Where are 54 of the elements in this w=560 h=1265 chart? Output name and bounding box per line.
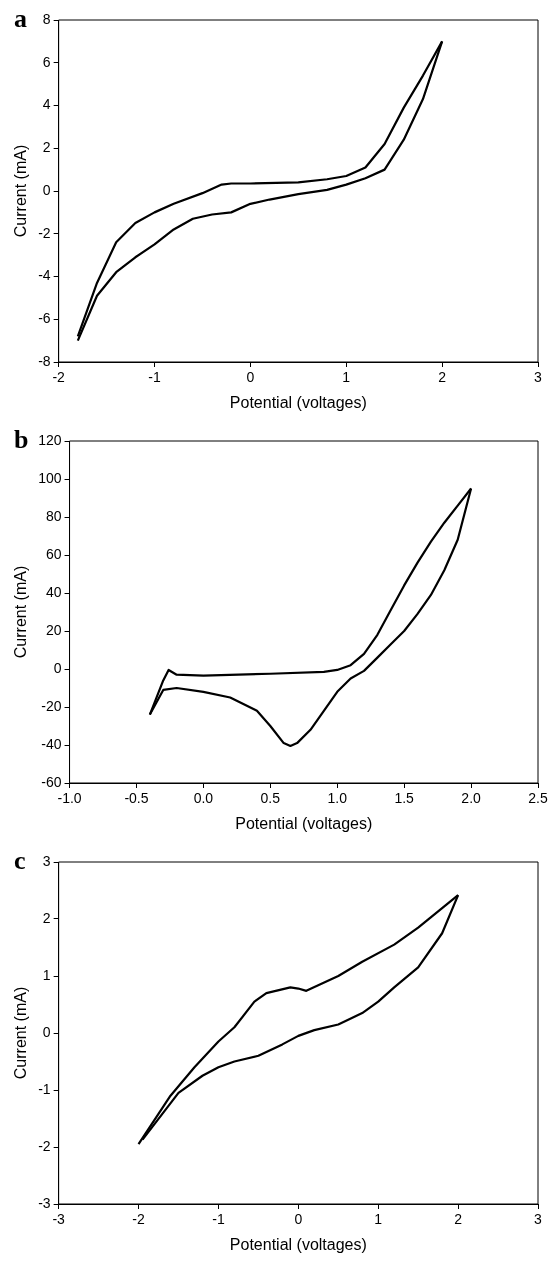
y-tick-label: -40 bbox=[41, 735, 62, 752]
y-tick-label: -3 bbox=[38, 1194, 51, 1211]
x-tick-label: 1 bbox=[342, 369, 351, 386]
x-axis-title: Potential (voltages) bbox=[235, 814, 373, 832]
y-tick-label: -1 bbox=[38, 1080, 51, 1097]
y-tick-label: -4 bbox=[38, 267, 51, 284]
x-axis-title: Potential (voltages) bbox=[229, 393, 367, 411]
y-tick-label: 0 bbox=[42, 181, 51, 198]
x-tick-label: -0.5 bbox=[124, 790, 149, 807]
y-axis-title: Current (mA) bbox=[12, 565, 30, 659]
x-tick-label: 2 bbox=[454, 1211, 463, 1228]
chart-title: a bbox=[14, 4, 27, 34]
y-tick-label: 0 bbox=[42, 1023, 51, 1040]
y-tick-label: 4 bbox=[42, 96, 51, 113]
x-tick-label: -1.0 bbox=[57, 790, 82, 807]
chart-title: c bbox=[14, 846, 26, 876]
x-tick-label: -1 bbox=[212, 1211, 225, 1228]
x-tick-label: -1 bbox=[148, 369, 161, 386]
y-tick-label: -2 bbox=[38, 1137, 51, 1154]
y-tick-label: 60 bbox=[45, 545, 62, 562]
y-axis-title: Current (mA) bbox=[12, 986, 30, 1080]
y-tick-label: -20 bbox=[41, 697, 62, 714]
x-tick-label: 0.0 bbox=[193, 790, 214, 807]
x-tick-label: 3 bbox=[534, 369, 543, 386]
x-axis-title: Potential (voltages) bbox=[229, 1235, 367, 1253]
x-tick-label: 2.0 bbox=[461, 790, 482, 807]
y-tick-label: 6 bbox=[42, 53, 51, 70]
y-tick-label: 20 bbox=[45, 621, 62, 638]
x-tick-label: 0 bbox=[246, 369, 255, 386]
y-tick-label: 0 bbox=[53, 659, 62, 676]
y-tick-label: -8 bbox=[38, 352, 51, 369]
y-tick-label: -60 bbox=[41, 773, 62, 790]
chart-title: b bbox=[14, 425, 29, 455]
y-tick-label: 40 bbox=[45, 583, 62, 600]
x-tick-label: 2 bbox=[438, 369, 447, 386]
x-tick-label: 0 bbox=[294, 1211, 303, 1228]
y-tick-label: 8 bbox=[42, 10, 51, 27]
x-tick-label: 3 bbox=[534, 1211, 543, 1228]
y-tick-label: 120 bbox=[38, 431, 62, 448]
y-tick-label: 2 bbox=[42, 139, 51, 156]
x-tick-label: 1.5 bbox=[394, 790, 415, 807]
y-tick-label: 1 bbox=[42, 966, 51, 983]
y-tick-label: 3 bbox=[42, 852, 51, 869]
x-tick-label: 0.5 bbox=[260, 790, 281, 807]
y-tick-label: 80 bbox=[45, 507, 62, 524]
x-tick-label: -2 bbox=[132, 1211, 145, 1228]
y-axis-title: Current (mA) bbox=[12, 144, 30, 238]
x-tick-label: 1.0 bbox=[327, 790, 348, 807]
x-tick-label: 2.5 bbox=[528, 790, 548, 807]
y-tick-label: -2 bbox=[38, 224, 51, 241]
x-tick-label: 1 bbox=[374, 1211, 383, 1228]
y-tick-label: 2 bbox=[42, 909, 51, 926]
y-tick-label: -6 bbox=[38, 310, 51, 327]
y-tick-label: 100 bbox=[38, 469, 62, 486]
